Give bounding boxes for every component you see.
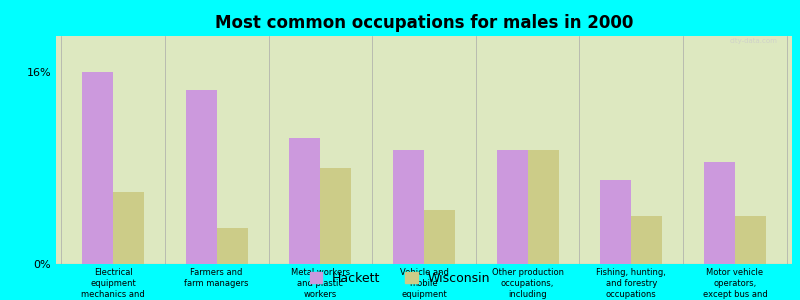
Bar — [528, 150, 558, 264]
Bar — [497, 150, 528, 264]
Bar — [217, 228, 248, 264]
Bar — [82, 72, 113, 264]
Bar — [735, 216, 766, 264]
Bar — [631, 216, 662, 264]
Text: city-data.com: city-data.com — [730, 38, 778, 44]
Legend: Hackett, Wisconsin: Hackett, Wisconsin — [303, 265, 497, 291]
Title: Most common occupations for males in 2000: Most common occupations for males in 200… — [215, 14, 633, 32]
Bar — [186, 90, 217, 264]
Bar — [290, 138, 320, 264]
Bar — [704, 162, 735, 264]
Bar — [393, 150, 424, 264]
Bar — [320, 168, 351, 264]
Bar — [424, 210, 455, 264]
Bar — [113, 192, 144, 264]
Bar — [600, 180, 631, 264]
